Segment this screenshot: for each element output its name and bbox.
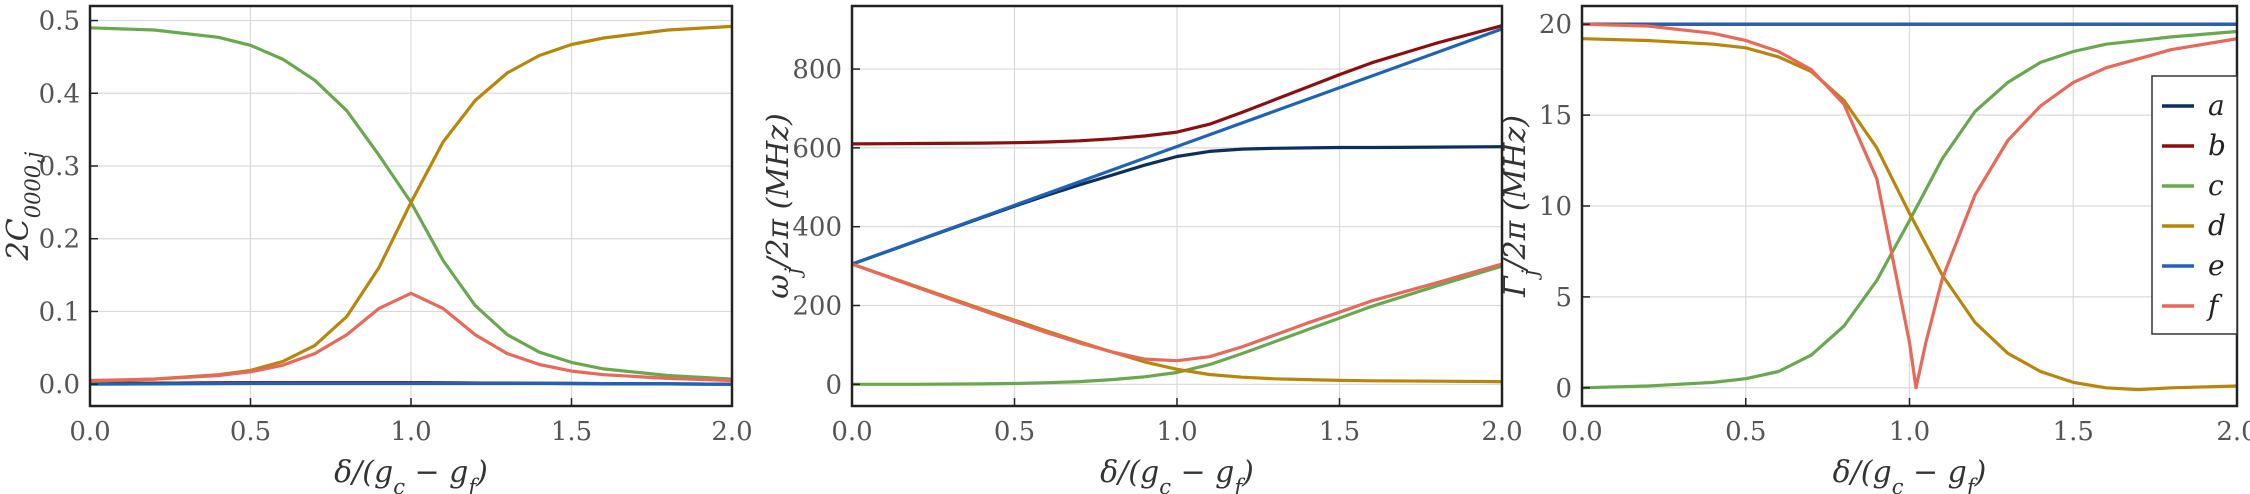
x-tick-label: 0.5 (994, 417, 1035, 447)
x-tick-label: 0.0 (831, 417, 872, 447)
legend-label-e: e (2208, 249, 2225, 282)
x-tick-label: 1.5 (1319, 417, 1360, 447)
y-tick-label: 600 (792, 134, 842, 164)
x-axis-label: δ/(gc − gf) (1100, 455, 1254, 494)
y-tick-label: 0.2 (39, 225, 80, 255)
series-line-c (852, 264, 1502, 386)
y-tick-label: 0.4 (39, 79, 80, 109)
series-group (852, 24, 1502, 386)
x-tick-label: 0.5 (1725, 417, 1766, 447)
chart-panel-3: 0.0 0.5 1.0 1.5 2.0 0 5 10 15 20 δ/(gc − gf) Γj/2π … (1498, 4, 2250, 494)
y-tick-label: 0.1 (39, 297, 80, 327)
y-tick-label: 0.3 (39, 152, 80, 182)
y-tick-label: 5 (1555, 283, 1572, 313)
y-tick-label: 0.0 (39, 370, 80, 400)
y-tick-label: 10 (1539, 192, 1572, 222)
series-group (1582, 22, 2237, 392)
x-tick-label: 1.5 (2053, 417, 2094, 447)
x-tick-label: 1.0 (1156, 417, 1197, 447)
x-axis-label: δ/(gc − gf) (334, 455, 488, 494)
y-tick-label: 20 (1539, 10, 1572, 40)
y-axis-label: Γj/2π (MHz) (1498, 115, 1542, 298)
y-tick-label: 800 (792, 55, 842, 85)
legend-label-a: a (2208, 89, 2225, 122)
legend-label-b: b (2208, 129, 2226, 162)
x-tick-label: 0.0 (1561, 417, 1602, 447)
y-tick-label: 200 (792, 292, 842, 322)
legend-label-c: c (2208, 169, 2224, 202)
y-tick-label: 0 (825, 370, 842, 400)
y-axis-label: 2C0000,j (1, 151, 45, 261)
x-tick-label: 1.5 (551, 417, 592, 447)
series-line-f (90, 291, 732, 383)
chart-panel-1: 0.0 0.5 1.0 1.5 2.0 0.0 0.1 0.2 0.3 0.4 0.5 δ/(gc −… (1, 4, 753, 494)
y-tick-label: 15 (1539, 101, 1572, 131)
y-tick-label: 0 (1555, 374, 1572, 404)
series-line-e (90, 381, 732, 386)
chart-panel-2: 0.0 0.5 1.0 1.5 2.0 0 200 400 600 800 δ/(gc − gf) ω… (761, 4, 1523, 494)
x-tick-label: 1.0 (1889, 417, 1930, 447)
x-tick-label: 0.5 (230, 417, 271, 447)
x-tick-label: 2.0 (711, 417, 752, 447)
series-group (90, 24, 732, 386)
y-tick-label: 400 (792, 213, 842, 243)
x-tick-label: 1.0 (390, 417, 431, 447)
series-line-f (852, 262, 1502, 363)
x-tick-label: 2.0 (2216, 417, 2250, 447)
series-line-f (1582, 22, 2237, 390)
legend-label-d: d (2208, 209, 2226, 242)
x-tick-label: 2.0 (1481, 417, 1522, 447)
series-line-c (1582, 29, 2237, 390)
y-tick-label: 0.5 (39, 7, 80, 37)
x-axis-label: δ/(gc − gf) (1833, 455, 1987, 494)
x-tick-label: 0.0 (69, 417, 110, 447)
series-line-b (852, 24, 1502, 146)
legend-box (2151, 75, 2238, 335)
y-axis-label: ωj/2π (MHz) (761, 113, 805, 299)
series-line-d (1582, 37, 2237, 392)
series-line-e (852, 27, 1502, 266)
